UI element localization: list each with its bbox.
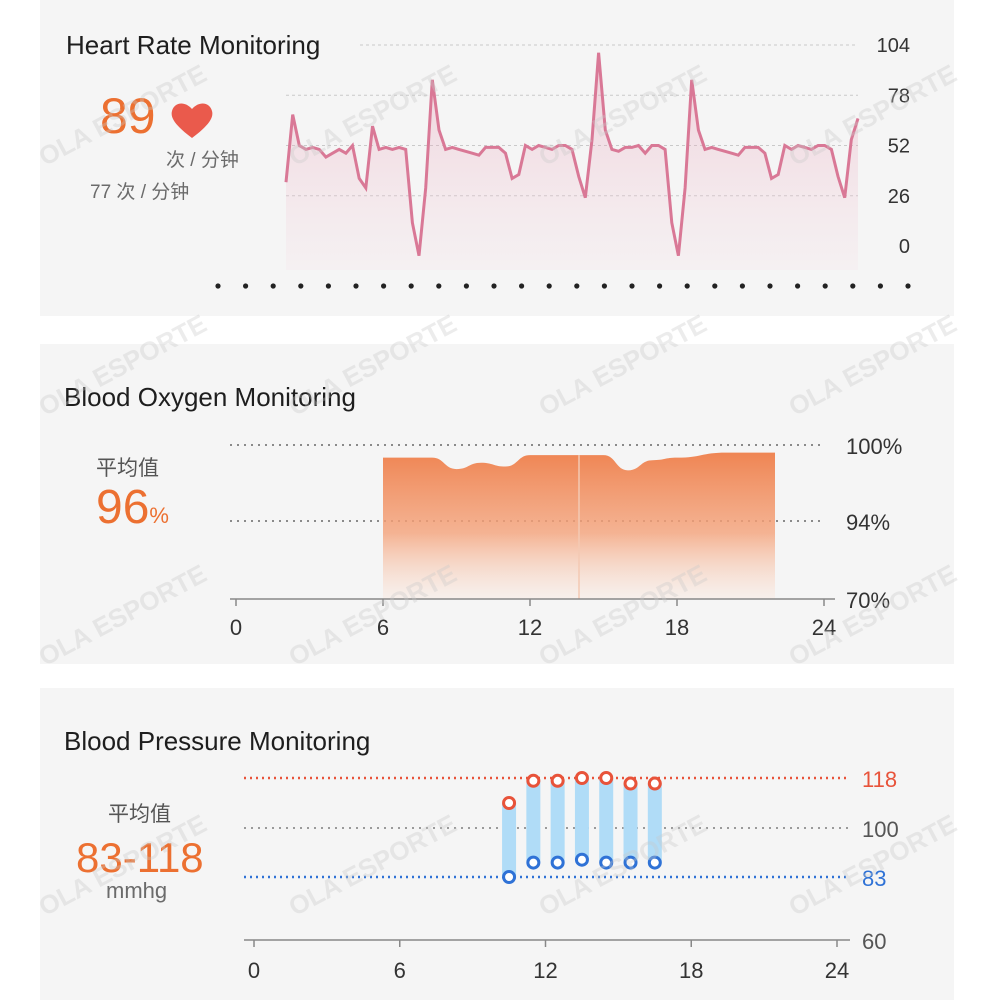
heart-rate-timeline-dot bbox=[546, 283, 552, 289]
blood-pressure-systolic-point bbox=[647, 776, 662, 791]
blood-oxygen-y-tick: 94% bbox=[846, 510, 890, 535]
blood-pressure-systolic-point bbox=[623, 776, 638, 791]
blood-pressure-systolic-point bbox=[550, 773, 565, 788]
blood-oxygen-avg: 96% bbox=[96, 480, 169, 535]
blood-pressure-avg-label: 平均值 bbox=[108, 803, 171, 826]
heart-rate-secondary: 77 次 / 分钟 bbox=[90, 182, 190, 203]
blood-oxygen-y-tick: 70% bbox=[846, 588, 890, 613]
heart-rate-timeline-dot bbox=[353, 283, 359, 289]
blood-oxygen-chart: 100% 94% 70% 0 6 12 18 24 bbox=[230, 434, 902, 640]
heart-rate-timeline-dot bbox=[519, 283, 525, 289]
heart-rate-y-tick: 78 bbox=[888, 85, 910, 107]
heart-rate-chart: 104 78 52 26 0 bbox=[215, 35, 911, 289]
heart-rate-timeline-dot bbox=[905, 283, 911, 289]
heart-rate-current-unit: 次 / 分钟 bbox=[166, 150, 239, 171]
heart-rate-y-tick: 104 bbox=[877, 35, 910, 57]
blood-pressure-card: Blood Pressure Monitoring 平均值 83-118 mmh… bbox=[40, 688, 954, 1000]
blood-oxygen-x-tick: 6 bbox=[377, 615, 389, 640]
blood-pressure-x-tick: 24 bbox=[825, 958, 849, 983]
heart-rate-timeline-dot bbox=[657, 283, 663, 289]
blood-pressure-diastolic-point bbox=[623, 855, 638, 870]
blood-pressure-avg-value: 83-118 bbox=[76, 834, 204, 881]
blood-pressure-y-tick: 60 bbox=[862, 929, 886, 954]
heart-rate-timeline-dot bbox=[822, 283, 828, 289]
blood-pressure-diastolic-point bbox=[502, 870, 517, 884]
heart-rate-title: Heart Rate Monitoring bbox=[66, 30, 321, 60]
heart-rate-timeline-dot bbox=[325, 283, 331, 289]
heart-rate-timeline-dot bbox=[215, 283, 221, 289]
heart-rate-timeline-dot bbox=[408, 283, 414, 289]
blood-pressure-diastolic-point bbox=[599, 855, 614, 870]
heart-rate-timeline-dot bbox=[739, 283, 746, 289]
blood-oxygen-x-tick: 12 bbox=[518, 615, 542, 640]
blood-pressure-diastolic-point bbox=[526, 855, 541, 870]
heart-rate-timeline-dot bbox=[767, 283, 773, 289]
heart-rate-timeline-dot bbox=[270, 283, 276, 289]
blood-pressure-systolic-point bbox=[502, 796, 517, 810]
blood-pressure-systolic-point bbox=[574, 771, 589, 785]
heart-rate-timeline-dot bbox=[795, 283, 801, 289]
heart-rate-line bbox=[284, 52, 860, 256]
blood-pressure-bar bbox=[526, 780, 541, 863]
heart-rate-y-tick: 26 bbox=[888, 186, 910, 208]
blood-pressure-chart: 118 100 83 60 0 6 12 18 24 bbox=[244, 767, 899, 983]
heart-rate-timeline-dot bbox=[298, 283, 304, 289]
blood-oxygen-avg-value: 96 bbox=[96, 481, 150, 534]
blood-oxygen-x-tick: 24 bbox=[812, 615, 836, 640]
heart-rate-timeline-dot bbox=[629, 283, 635, 289]
blood-oxygen-title: Blood Oxygen Monitoring bbox=[64, 382, 356, 412]
heart-rate-timeline-dot bbox=[850, 283, 856, 289]
heart-rate-timeline-dot bbox=[243, 283, 249, 289]
blood-oxygen-y-tick: 100% bbox=[846, 434, 902, 459]
heart-rate-timeline-dot bbox=[684, 283, 690, 289]
blood-pressure-y-tick: 83 bbox=[862, 866, 886, 891]
blood-pressure-y-tick: 100 bbox=[862, 817, 899, 842]
blood-pressure-title: Blood Pressure Monitoring bbox=[64, 726, 371, 756]
blood-oxygen-avg-label: 平均值 bbox=[96, 457, 159, 480]
blood-pressure-bar bbox=[502, 803, 517, 877]
blood-pressure-diastolic-point bbox=[647, 855, 662, 870]
blood-oxygen-card: Blood Oxygen Monitoring 平均值 96% 100% 94% 7… bbox=[40, 344, 954, 664]
blood-pressure-systolic-point bbox=[526, 773, 541, 788]
heart-rate-timeline-dot bbox=[491, 283, 497, 289]
blood-pressure-x-tick: 6 bbox=[394, 958, 406, 983]
heart-rate-timeline-dot bbox=[877, 283, 884, 289]
heart-rate-current-value: 89 bbox=[100, 88, 156, 144]
blood-pressure-bar bbox=[647, 783, 662, 863]
blood-pressure-bar bbox=[550, 780, 565, 863]
blood-pressure-x-tick: 12 bbox=[533, 958, 557, 983]
heart-icon bbox=[171, 103, 213, 138]
blood-pressure-bar bbox=[574, 778, 589, 860]
heart-rate-timeline-dot bbox=[574, 283, 580, 289]
heart-rate-timeline-dot bbox=[436, 283, 442, 289]
heart-rate-card: Heart Rate Monitoring 89 次 / 分钟 77 次 / 分… bbox=[40, 0, 954, 316]
blood-oxygen-x-tick: 18 bbox=[665, 615, 689, 640]
heart-rate-timeline-dot bbox=[381, 283, 387, 289]
heart-rate-area bbox=[286, 52, 858, 271]
blood-pressure-diastolic-point bbox=[550, 855, 565, 870]
heart-rate-y-tick: 0 bbox=[899, 236, 910, 258]
heart-rate-timeline-dot bbox=[601, 283, 608, 289]
blood-oxygen-x-tick: 0 bbox=[230, 615, 242, 640]
blood-pressure-y-tick: 118 bbox=[862, 767, 897, 792]
blood-pressure-diastolic-point bbox=[574, 852, 589, 867]
blood-pressure-bar bbox=[623, 783, 638, 863]
blood-pressure-avg-unit: mmhg bbox=[106, 878, 168, 903]
blood-pressure-x-tick: 18 bbox=[679, 958, 703, 983]
blood-pressure-bar bbox=[599, 778, 614, 863]
blood-pressure-systolic-point bbox=[599, 771, 614, 785]
blood-oxygen-avg-unit: % bbox=[149, 503, 169, 528]
heart-rate-timeline-dot bbox=[712, 283, 718, 289]
heart-rate-timeline-dot bbox=[463, 283, 469, 289]
heart-rate-y-tick: 52 bbox=[888, 136, 910, 158]
blood-pressure-x-tick: 0 bbox=[248, 958, 260, 983]
